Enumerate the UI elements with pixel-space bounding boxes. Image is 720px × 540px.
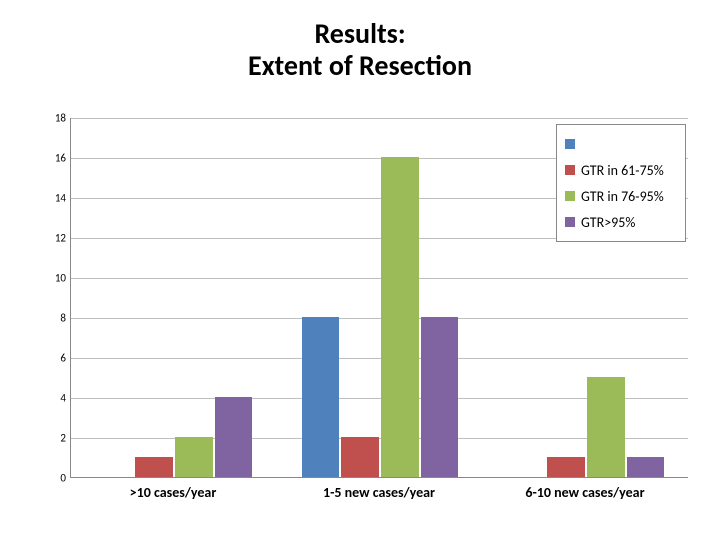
y-tick-label: 8: [40, 312, 66, 325]
legend-swatch: [565, 191, 575, 201]
category-group: [277, 118, 483, 477]
bar: [381, 157, 419, 477]
title-line-2: Extent of Resection: [0, 50, 720, 82]
bar: [341, 437, 379, 477]
legend-entry: GTR in 61-75%: [565, 157, 675, 183]
legend-swatch: [565, 139, 575, 149]
category-group: [71, 118, 277, 477]
bar: [421, 317, 459, 477]
page-title: Results: Extent of Resection: [0, 18, 720, 82]
bar: [135, 457, 173, 477]
x-category-label: 6-10 new cases/year: [482, 484, 688, 501]
legend-entry: GTR in 76-95%: [565, 183, 675, 209]
y-tick-label: 14: [40, 192, 66, 205]
legend-label: GTR in 76-95%: [581, 188, 664, 205]
legend-label: GTR>95%: [581, 214, 635, 231]
y-tick-label: 16: [40, 152, 66, 165]
x-category-label: >10 cases/year: [70, 484, 276, 501]
legend-entry: [565, 131, 675, 157]
title-line-1: Results:: [0, 18, 720, 50]
x-category-label: 1-5 new cases/year: [276, 484, 482, 501]
y-tick-label: 2: [40, 432, 66, 445]
legend-swatch: [565, 217, 575, 227]
y-tick-label: 12: [40, 232, 66, 245]
y-tick-label: 4: [40, 392, 66, 405]
bar: [175, 437, 213, 477]
legend-label: GTR in 61-75%: [581, 162, 664, 179]
bar: [215, 397, 253, 477]
bar: [627, 457, 665, 477]
legend-swatch: [565, 165, 575, 175]
legend: GTR in 61-75% GTR in 76-95% GTR>95%: [556, 124, 686, 242]
extent-of-resection-chart: 024681012141618 >10 cases/year1-5 new ca…: [40, 118, 688, 508]
bar: [587, 377, 625, 477]
bar: [302, 317, 340, 477]
y-tick-label: 6: [40, 352, 66, 365]
bar: [547, 457, 585, 477]
y-tick-label: 0: [40, 472, 66, 485]
y-tick-label: 10: [40, 272, 66, 285]
y-tick-label: 18: [40, 112, 66, 125]
legend-entry: GTR>95%: [565, 209, 675, 235]
